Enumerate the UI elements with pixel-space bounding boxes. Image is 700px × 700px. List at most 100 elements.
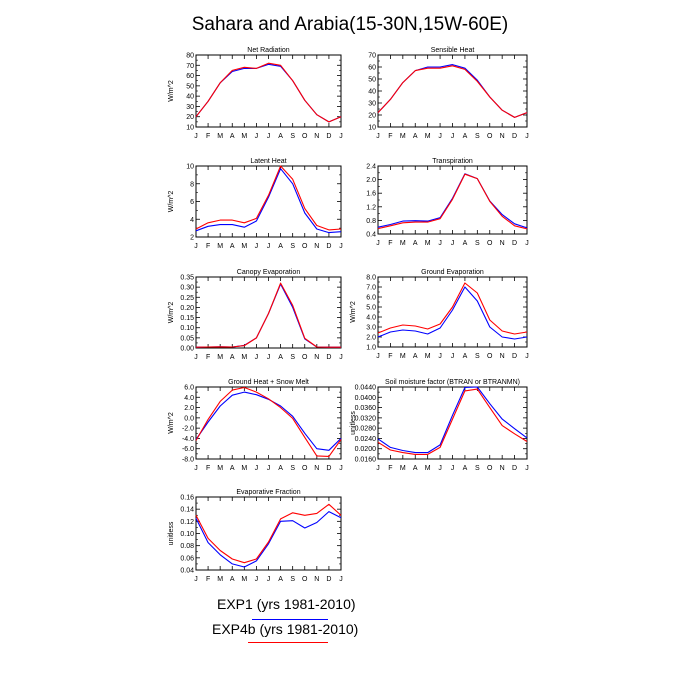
series-line-exp1 — [195, 511, 342, 568]
x-tick-label: N — [500, 133, 505, 140]
x-tick-label: D — [512, 353, 517, 360]
x-tick-label: J — [267, 354, 271, 361]
panel-title: Ground Evaporation — [421, 269, 484, 276]
x-tick-label: M — [425, 465, 431, 472]
x-tick-label: D — [326, 465, 331, 472]
y-tick-label: 0.0280 — [355, 426, 377, 433]
y-tick-label: 70 — [186, 63, 194, 70]
y-tick-label: 2.0 — [184, 405, 194, 412]
y-tick-label: -8.0 — [182, 457, 194, 464]
x-tick-label: O — [302, 133, 308, 140]
x-tick-label: F — [206, 354, 210, 361]
x-tick-label: M — [400, 353, 406, 360]
x-tick-label: S — [475, 465, 480, 472]
y-tick-label: 0.0160 — [355, 457, 377, 464]
legend-entry-exp4b-label: EXP4b (yrs 1981-2010) — [212, 621, 359, 637]
x-tick-label: A — [278, 354, 283, 361]
x-tick-label: J — [267, 133, 271, 140]
x-tick-label: J — [255, 465, 259, 472]
x-tick-label: J — [525, 133, 529, 140]
x-tick-label: J — [194, 576, 198, 583]
x-tick-label: M — [217, 465, 223, 472]
y-tick-label: 20 — [186, 114, 194, 121]
y-tick-label: -4.0 — [182, 436, 194, 443]
panel-title: Soil moisture factor (BTRAN or BTRANMN) — [385, 379, 520, 386]
y-tick-label: 6.0 — [184, 385, 194, 392]
x-tick-label: F — [388, 353, 392, 360]
y-tick-label: 0.08 — [180, 543, 194, 550]
y-tick-label: 40 — [368, 89, 376, 96]
x-tick-label: J — [255, 243, 259, 250]
x-tick-label: M — [241, 576, 247, 583]
y-axis-label: W/m^2 — [168, 80, 175, 102]
y-tick-label: 4 — [190, 217, 194, 224]
x-tick-label: J — [339, 133, 343, 140]
x-tick-label: J — [438, 240, 442, 247]
panel-7: Ground Heat + Snow Melt W/m^2 -8.0 -6.0 -4.0… — [168, 379, 343, 472]
x-tick-label: J — [339, 465, 343, 472]
x-tick-label: A — [230, 133, 235, 140]
x-tick-label: D — [326, 133, 331, 140]
y-axis-label: W/m^2 — [168, 191, 175, 213]
y-tick-label: 1.2 — [366, 204, 376, 211]
x-tick-label: M — [217, 576, 223, 583]
x-tick-label: J — [267, 465, 271, 472]
y-tick-label: 0.30 — [180, 285, 194, 292]
y-tick-label: 4.0 — [184, 395, 194, 402]
x-tick-label: M — [400, 133, 406, 140]
x-tick-label: M — [241, 243, 247, 250]
y-tick-label: 0.00 — [180, 346, 194, 353]
y-tick-label: 2.0 — [366, 177, 376, 184]
x-tick-label: J — [376, 240, 380, 247]
series-line-exp1 — [195, 168, 342, 234]
x-tick-label: M — [217, 133, 223, 140]
panel-9: Evaporative Fraction unitless 0.04 0.06 0.08… — [168, 489, 343, 583]
x-tick-label: J — [194, 354, 198, 361]
x-tick-label: J — [255, 133, 259, 140]
x-tick-label: N — [500, 353, 505, 360]
series-line-exp4b — [195, 62, 342, 123]
panel-title: Latent Heat — [250, 158, 286, 165]
x-tick-label: D — [326, 243, 331, 250]
y-tick-label: 80 — [186, 53, 194, 60]
x-tick-label: M — [400, 465, 406, 472]
x-tick-label: A — [463, 465, 468, 472]
x-tick-label: D — [326, 576, 331, 583]
x-tick-label: O — [487, 240, 493, 247]
x-tick-label: D — [512, 133, 517, 140]
series-line-exp4b — [377, 282, 528, 335]
x-tick-label: A — [230, 354, 235, 361]
y-tick-label: 0.15 — [180, 315, 194, 322]
x-tick-label: A — [463, 133, 468, 140]
y-tick-label: 0.10 — [180, 531, 194, 538]
x-tick-label: J — [376, 353, 380, 360]
y-tick-label: 2.4 — [366, 164, 376, 171]
x-tick-label: A — [230, 243, 235, 250]
x-tick-label: A — [413, 353, 418, 360]
panel-5: Canopy Evaporation W/m^2 0.00 0.05 0.10 0.15 0… — [168, 269, 343, 361]
series-line-exp4b — [195, 282, 341, 348]
panel-title: Transpiration — [432, 158, 473, 165]
x-tick-label: F — [206, 133, 210, 140]
x-tick-label: A — [278, 465, 283, 472]
x-tick-label: S — [475, 133, 480, 140]
x-tick-label: S — [475, 353, 480, 360]
y-tick-label: -2.0 — [182, 426, 194, 433]
y-tick-label: 0.0200 — [355, 446, 377, 453]
y-axis-label: W/m^2 — [168, 412, 175, 434]
y-tick-label: 0.12 — [180, 519, 194, 526]
x-tick-label: M — [217, 354, 223, 361]
figure-title: Sahara and Arabia(15-30N,15W-60E) — [192, 14, 509, 35]
y-tick-label: 50 — [368, 77, 376, 84]
y-tick-label: 60 — [186, 73, 194, 80]
y-tick-label: 0.0400 — [355, 395, 377, 402]
x-tick-label: M — [241, 465, 247, 472]
x-tick-label: D — [512, 240, 517, 247]
y-tick-label: 4.0 — [366, 315, 376, 322]
y-tick-label: 30 — [186, 104, 194, 111]
x-tick-label: O — [302, 354, 308, 361]
x-tick-label: S — [290, 133, 295, 140]
